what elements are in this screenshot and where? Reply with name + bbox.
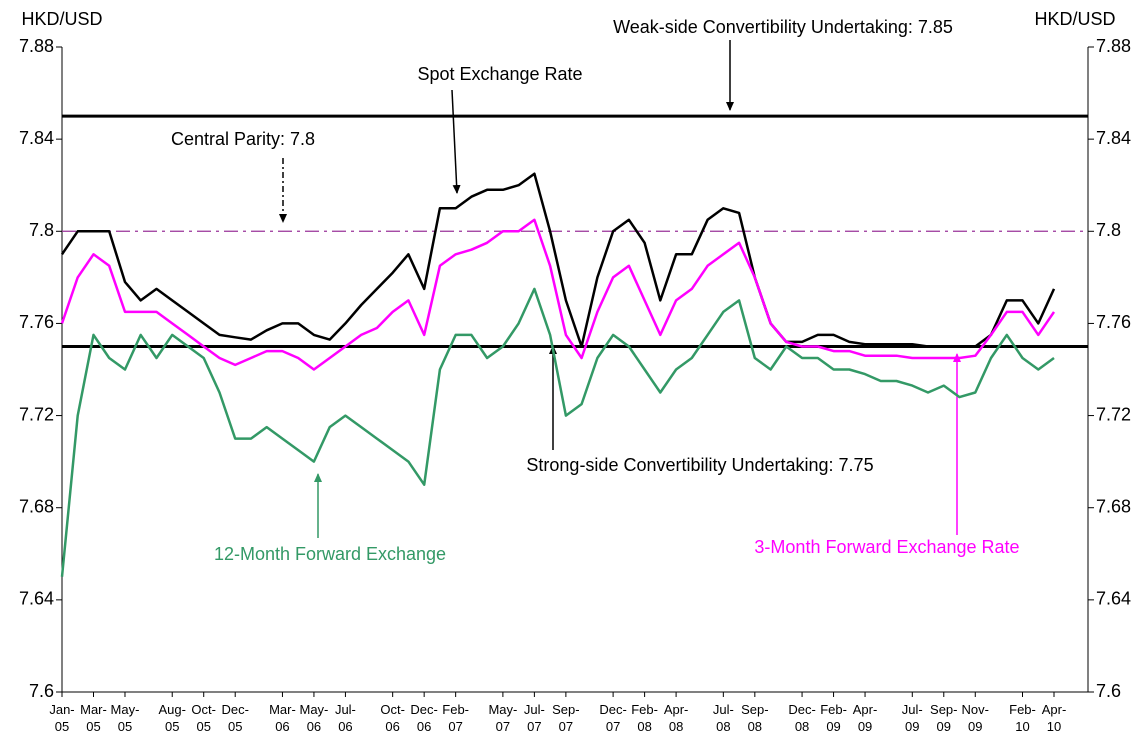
y2-tick-label: 7.68 [1096,496,1131,516]
x-tick-label: Jan-05 [49,702,74,734]
y2-axis-label: HKD/USD [1034,9,1115,29]
x-tick-label: Jul-08 [713,702,734,734]
y-tick-label: 7.6 [29,681,54,701]
y2-tick-label: 7.84 [1096,128,1131,148]
x-tick-label: Apr-10 [1042,702,1067,734]
x-tick-label: May-06 [299,702,328,734]
x-tick-label: Mar-05 [80,702,107,734]
x-tick-label: Nov-09 [962,702,989,734]
reference-label: Weak-side Convertibility Undertaking: 7.… [613,17,953,37]
y-axis-label: HKD/USD [21,9,102,29]
series-label: 3-Month Forward Exchange Rate [754,537,1019,557]
series-label: 12-Month Forward Exchange [214,544,446,564]
y-tick-label: 7.68 [19,496,54,516]
y2-tick-label: 7.8 [1096,220,1121,240]
x-tick-label: Jul-09 [902,702,923,734]
x-tick-label: Dec-05 [221,702,248,734]
x-tick-label: Dec-07 [599,702,626,734]
y-tick-label: 7.72 [19,404,54,424]
x-tick-label: Sep-07 [552,702,579,734]
x-tick-label: Sep-08 [741,702,768,734]
series-line [60,172,1056,348]
series-line [60,287,1055,577]
x-tick-label: Feb-08 [631,702,658,734]
y2-tick-label: 7.72 [1096,404,1131,424]
x-tick-label: Sep-09 [930,702,957,734]
x-tick-label: Feb-09 [820,702,847,734]
x-tick-label: Apr-09 [853,702,878,734]
x-tick-label: Feb-10 [1009,702,1036,734]
x-tick-label: May-05 [111,702,140,734]
x-tick-label: Oct-06 [380,702,405,734]
y2-tick-label: 7.6 [1096,681,1121,701]
series-line [60,218,1056,371]
y-tick-label: 7.8 [29,220,54,240]
x-tick-label: Dec-08 [788,702,815,734]
arrow [451,89,461,194]
x-tick-label: Jul-06 [335,702,356,734]
x-tick-label: Feb-07 [442,702,469,734]
reference-label: Strong-side Convertibility Undertaking: … [526,455,873,475]
y-tick-label: 7.84 [19,128,54,148]
y-tick-label: 7.76 [19,312,54,332]
y-tick-label: 7.64 [19,589,54,609]
y2-tick-label: 7.88 [1096,36,1131,56]
x-tick-label: Jul-07 [524,702,545,734]
x-tick-label: Mar-06 [269,702,296,734]
y-tick-label: 7.88 [19,36,54,56]
x-tick-label: May-07 [488,702,517,734]
x-tick-label: Apr-08 [664,702,689,734]
y2-tick-label: 7.76 [1096,312,1131,332]
y2-tick-label: 7.64 [1096,589,1131,609]
series-label: Spot Exchange Rate [417,64,582,84]
x-tick-label: Aug-05 [158,702,185,734]
x-tick-label: Dec-06 [410,702,437,734]
reference-label: Central Parity: 7.8 [171,129,315,149]
x-tick-label: Oct-05 [191,702,216,734]
